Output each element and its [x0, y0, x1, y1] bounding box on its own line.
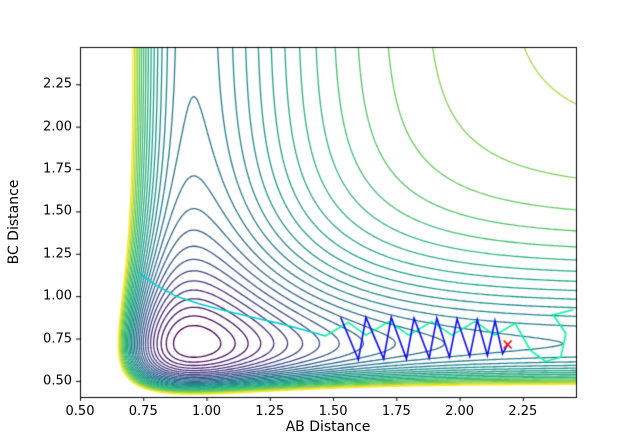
y-tick-label: 1.75 — [43, 161, 72, 177]
x-tick-label: 1.75 — [381, 404, 411, 419]
x-tick-label: 1.50 — [318, 404, 348, 419]
x-tick-label: 1.25 — [255, 404, 285, 419]
y-tick-label: 0.50 — [43, 373, 72, 389]
x-axis-label: AB Distance — [285, 419, 371, 435]
y-tick-label: 1.25 — [43, 246, 72, 262]
x-tick-label: 2.25 — [508, 404, 538, 419]
x-tick-label: 2.00 — [445, 404, 475, 419]
y-tick-label: 1.00 — [43, 288, 72, 304]
y-tick-label: 2.25 — [43, 76, 72, 92]
x-tick-label: 0.75 — [128, 404, 158, 419]
y-tick-label: 1.50 — [43, 203, 72, 219]
y-tick-label: 2.00 — [43, 119, 72, 135]
x-tick-label: 0.50 — [65, 404, 95, 419]
x-tick-label: 1.00 — [192, 404, 221, 419]
y-tick-label: 0.75 — [43, 331, 72, 347]
y-axis-label: BC Distance — [6, 179, 22, 265]
